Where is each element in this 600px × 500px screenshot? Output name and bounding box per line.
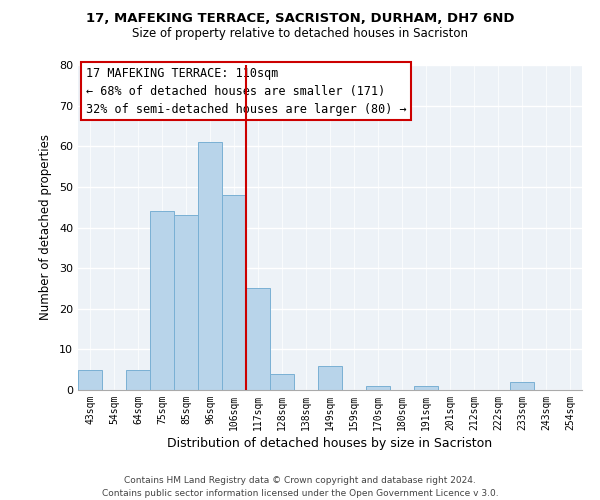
Text: 17 MAFEKING TERRACE: 110sqm
← 68% of detached houses are smaller (171)
32% of se: 17 MAFEKING TERRACE: 110sqm ← 68% of det… <box>86 66 406 116</box>
X-axis label: Distribution of detached houses by size in Sacriston: Distribution of detached houses by size … <box>167 437 493 450</box>
Y-axis label: Number of detached properties: Number of detached properties <box>39 134 52 320</box>
Bar <box>270 374 294 390</box>
Bar <box>198 142 222 390</box>
Text: Size of property relative to detached houses in Sacriston: Size of property relative to detached ho… <box>132 28 468 40</box>
Text: Contains HM Land Registry data © Crown copyright and database right 2024.
Contai: Contains HM Land Registry data © Crown c… <box>101 476 499 498</box>
Bar <box>150 211 174 390</box>
Text: 17, MAFEKING TERRACE, SACRISTON, DURHAM, DH7 6ND: 17, MAFEKING TERRACE, SACRISTON, DURHAM,… <box>86 12 514 26</box>
Bar <box>510 382 534 390</box>
Bar <box>126 370 150 390</box>
Bar <box>318 366 342 390</box>
Bar <box>222 195 246 390</box>
Bar <box>246 288 270 390</box>
Bar <box>78 370 102 390</box>
Bar <box>174 216 198 390</box>
Bar <box>414 386 438 390</box>
Bar <box>366 386 390 390</box>
